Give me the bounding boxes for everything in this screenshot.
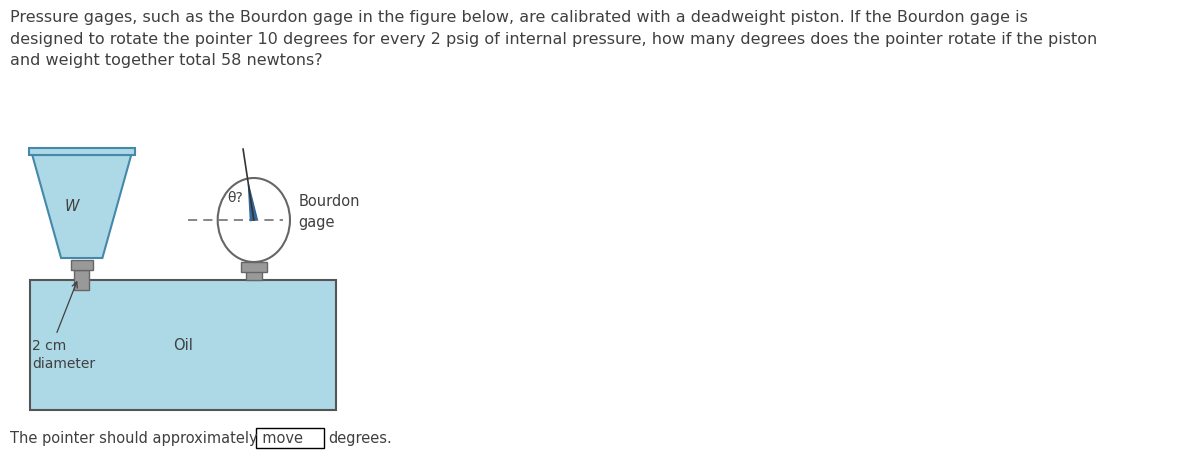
Polygon shape <box>32 155 131 258</box>
Bar <box>71 260 94 270</box>
Text: Bourdon
gage: Bourdon gage <box>299 194 360 230</box>
Text: Pressure gages, such as the Bourdon gage in the figure below, are calibrated wit: Pressure gages, such as the Bourdon gage… <box>11 10 1097 68</box>
Bar <box>30 280 336 410</box>
Text: Oil: Oil <box>173 338 193 352</box>
Text: degrees.: degrees. <box>327 430 392 446</box>
Text: 2 cm
diameter: 2 cm diameter <box>32 339 95 371</box>
Text: W: W <box>65 199 79 214</box>
Text: θ?: θ? <box>227 191 242 205</box>
Circle shape <box>218 178 290 262</box>
Bar <box>29 148 134 155</box>
Bar <box>246 262 261 280</box>
Polygon shape <box>248 185 258 221</box>
Bar <box>241 262 266 272</box>
Bar <box>74 270 90 290</box>
Text: The pointer should approximately move: The pointer should approximately move <box>11 430 303 446</box>
Bar <box>257 428 324 448</box>
